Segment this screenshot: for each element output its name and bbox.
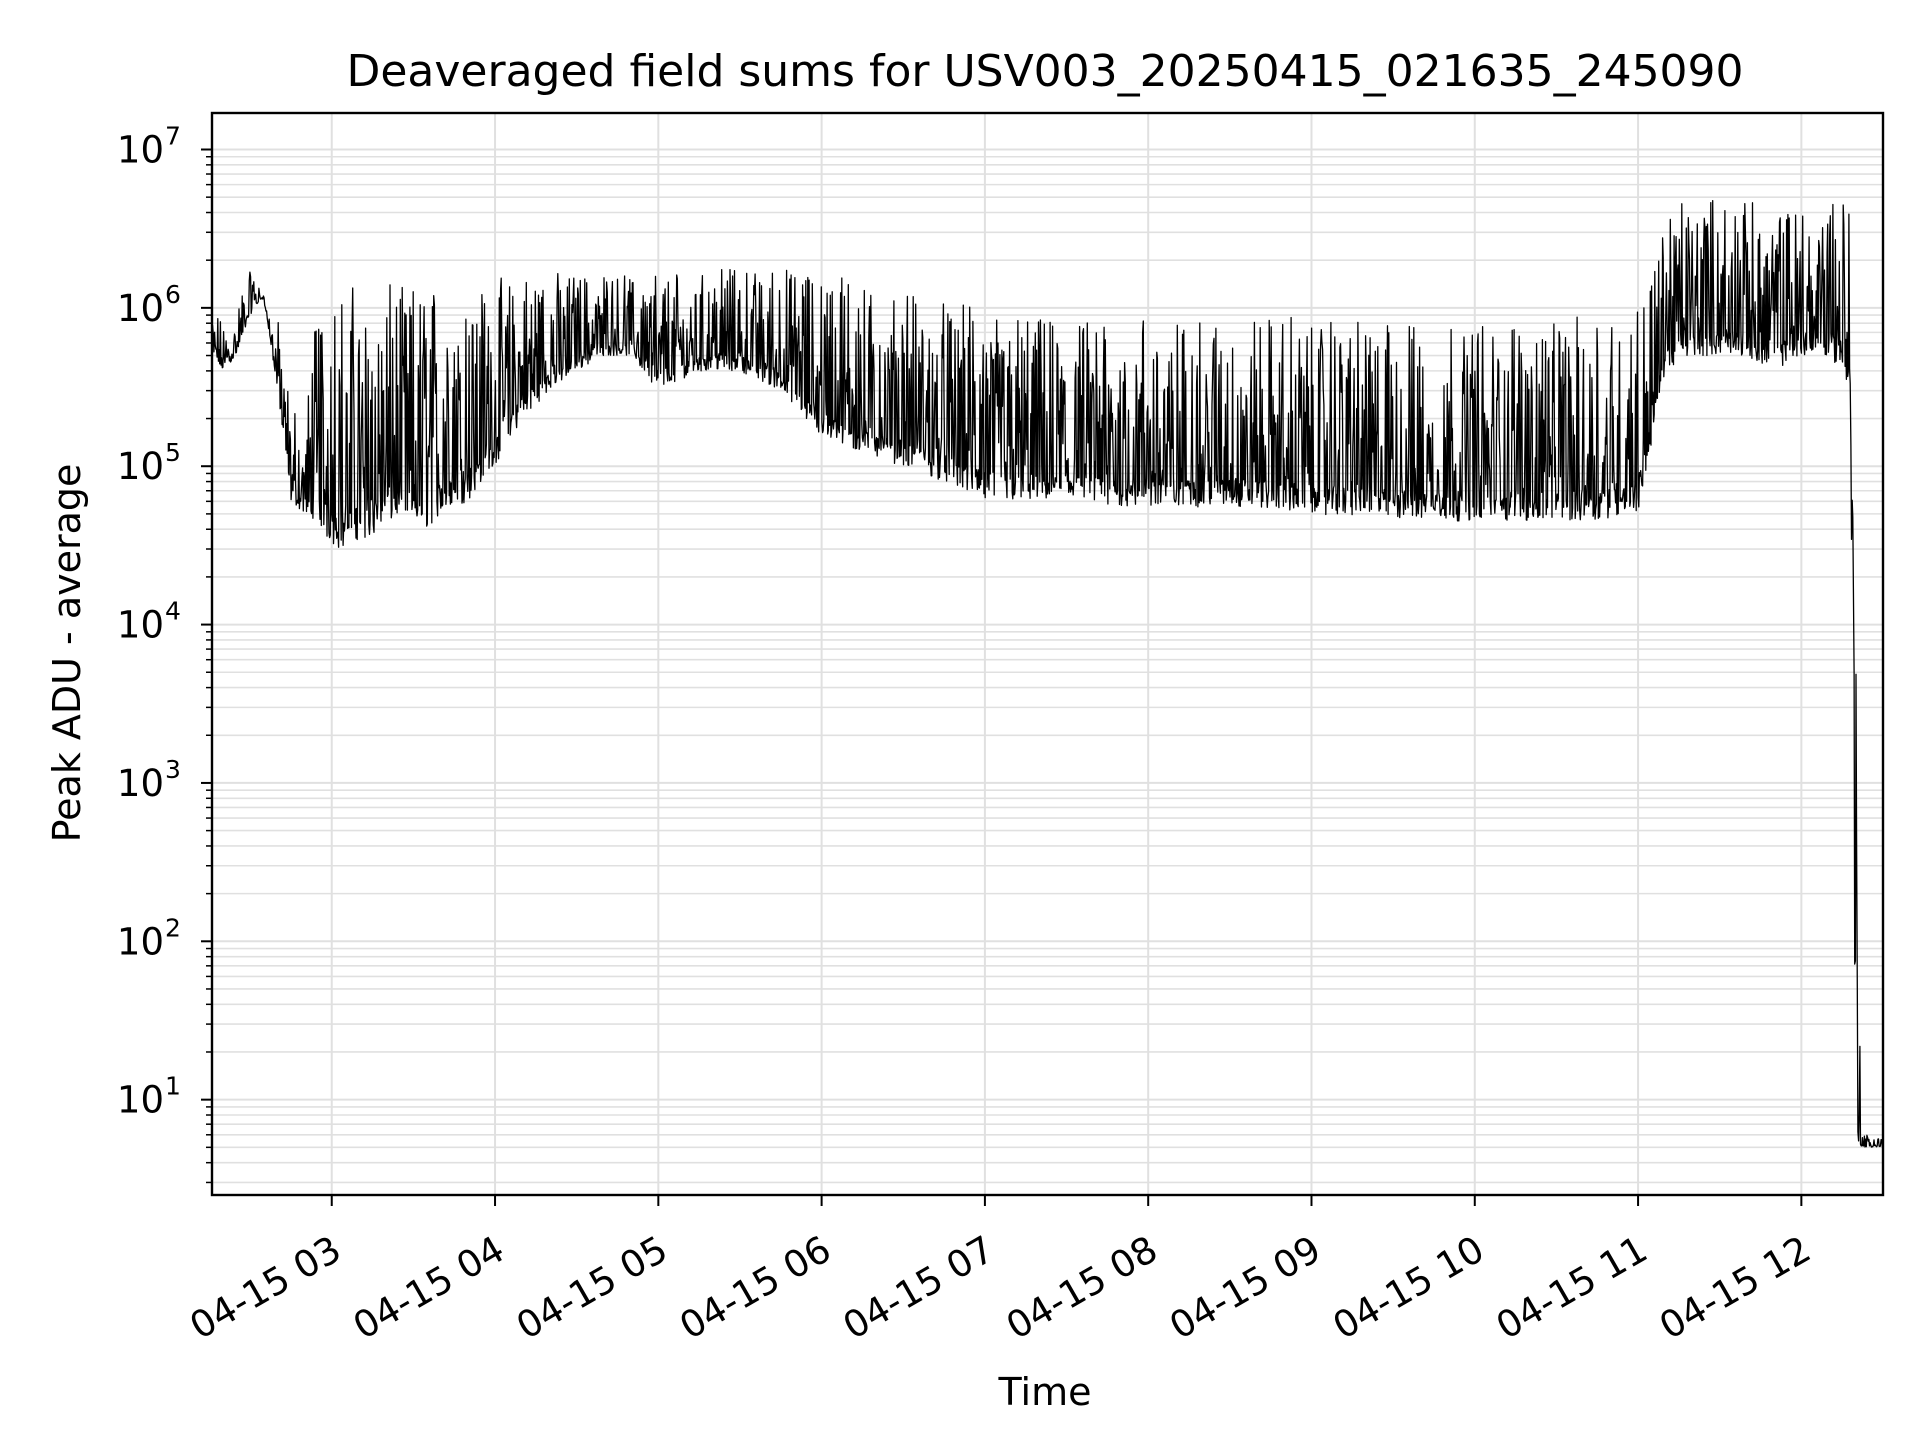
data-layer [211,199,1884,1148]
y-tick-label: 10 [117,920,164,963]
y-tick-exponent: 4 [165,597,181,626]
y-tick-label: 10 [117,445,164,488]
y-tick-exponent: 3 [165,755,181,784]
y-tick-label: 10 [117,604,164,647]
chart-title: Deaveraged field sums for USV003_2025041… [346,46,1743,97]
y-tick-label: 10 [117,1079,164,1122]
y-tick-exponent: 5 [165,438,181,467]
y-tick-exponent: 2 [165,913,181,942]
y-tick-label: 10 [117,128,164,171]
plot-frame [210,111,1885,1197]
y-tick-exponent: 7 [165,121,181,150]
series-line [211,199,1884,1148]
y-tick-exponent: 1 [165,1072,181,1101]
y-axis-label: Peak ADU - average [45,464,89,843]
y-tick-exponent: 6 [165,280,181,309]
x-axis-label: Time [998,1370,1092,1414]
y-tick-label: 10 [117,762,164,805]
y-tick-label: 10 [117,287,164,330]
